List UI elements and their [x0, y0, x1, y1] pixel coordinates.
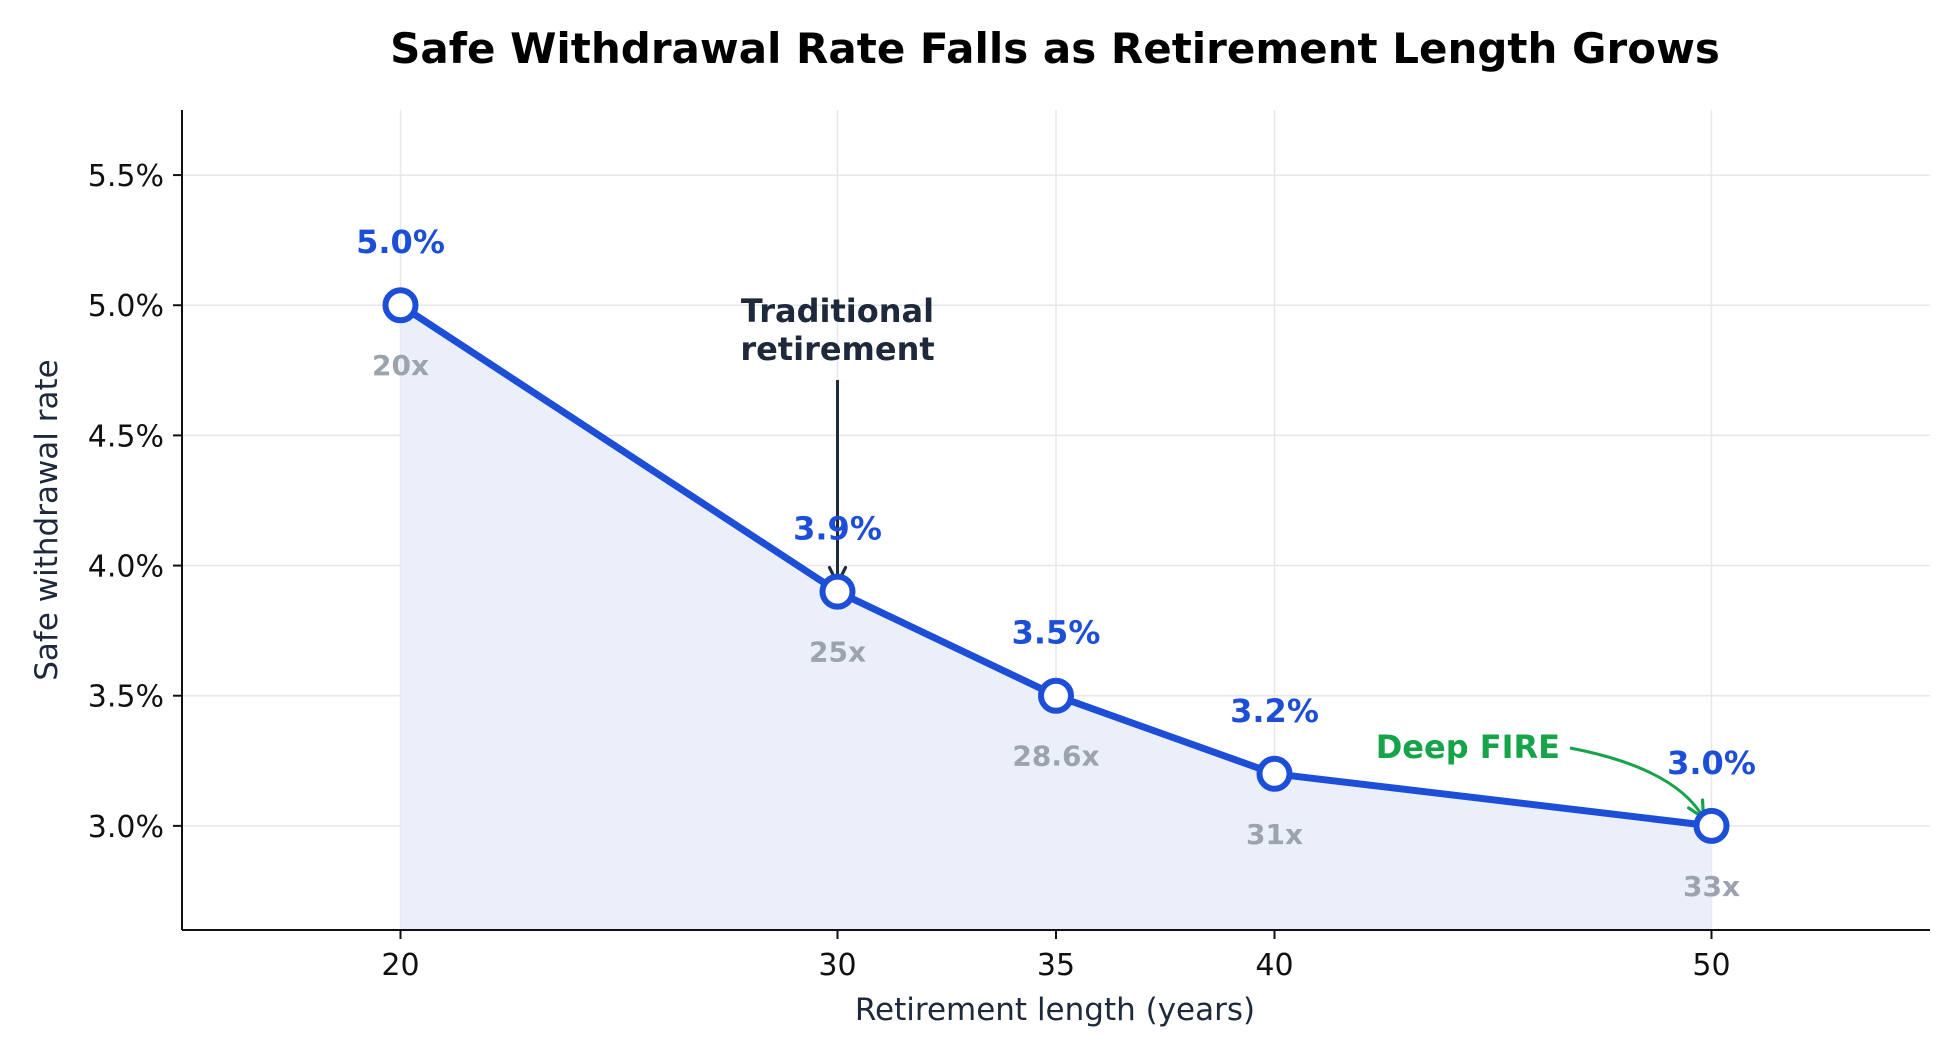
multiple-label: 31x — [1246, 818, 1303, 851]
area-fill-layer — [400, 305, 1712, 930]
x-axis-label: Retirement length (years) — [855, 992, 1255, 1028]
multiple-label: 25x — [809, 636, 866, 669]
multiple-label: 20x — [372, 349, 429, 382]
annotations: Traditional retirement Deep FIRE — [740, 292, 1706, 820]
axes: 3.0% 3.5% 4.0% 4.5% 5.0% 5.5% 20 30 35 40 50 — [88, 110, 1930, 983]
x-tick-label: 20 — [381, 948, 419, 983]
value-label: 5.0% — [356, 223, 445, 261]
x-tick-label: 50 — [1692, 948, 1730, 983]
annotation-deep-fire: Deep FIRE — [1376, 728, 1560, 766]
y-tick-label: 4.5% — [88, 419, 164, 454]
data-point — [382, 287, 419, 324]
data-point — [1693, 807, 1730, 844]
value-label: 3.2% — [1230, 692, 1319, 730]
multiple-label: 33x — [1683, 870, 1740, 903]
labels-layer: 5.0% 20x 3.9% 25x 3.5% 28.6x 3.2% 31x 3.0% 33x — [356, 223, 1756, 903]
data-point — [1256, 755, 1293, 792]
value-label: 3.9% — [793, 510, 882, 548]
annotation-line: retirement — [740, 330, 934, 368]
annotation-line: Traditional — [741, 292, 934, 330]
y-tick-label: 3.5% — [88, 680, 164, 715]
value-label: 3.0% — [1667, 744, 1756, 782]
x-tick-label: 30 — [818, 948, 856, 983]
data-point — [1038, 677, 1074, 714]
y-tick-label: 5.0% — [88, 289, 164, 324]
chart-title: Safe Withdrawal Rate Falls as Retirement… — [390, 24, 1720, 73]
multiple-label: 28.6x — [1012, 740, 1099, 773]
y-tick-label: 5.5% — [88, 159, 164, 194]
x-tick-label: 40 — [1255, 948, 1293, 983]
points-layer — [382, 287, 1730, 844]
deep-fire-arrow — [1569, 746, 1706, 820]
annotation-traditional-retirement: Traditional retirement — [740, 292, 934, 368]
data-point — [819, 573, 856, 610]
area-fill — [400, 305, 1712, 930]
y-tick-label: 4.0% — [88, 550, 164, 585]
x-tick-label: 35 — [1037, 948, 1075, 983]
y-axis-label: Safe withdrawal rate — [29, 359, 65, 681]
value-label: 3.5% — [1012, 614, 1101, 652]
y-tick-label: 3.0% — [88, 810, 164, 845]
